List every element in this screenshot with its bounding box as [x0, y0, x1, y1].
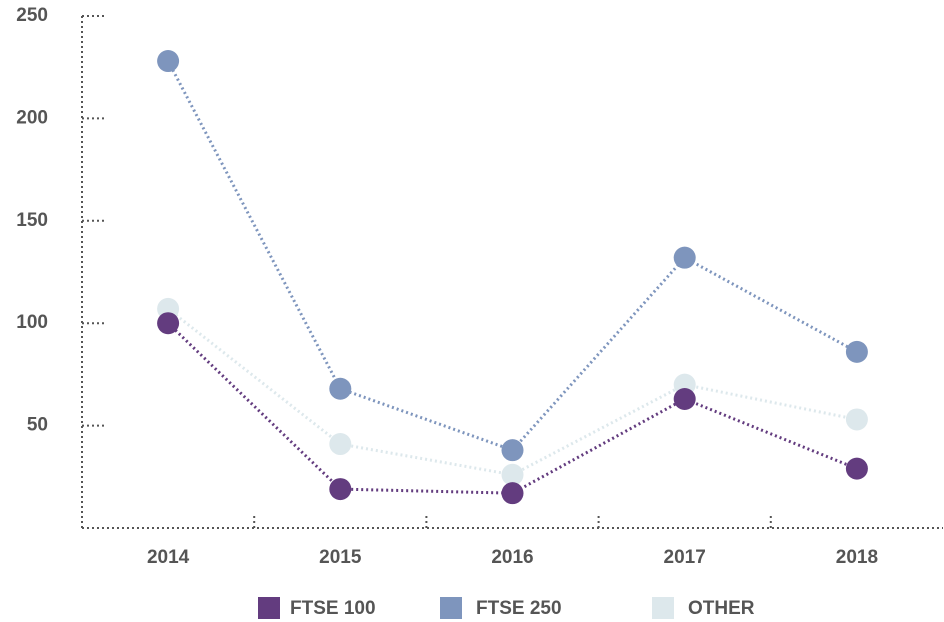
x-tick-label: 2015	[319, 547, 362, 568]
data-point	[329, 478, 352, 501]
legend-swatch	[652, 597, 674, 619]
legend-label: OTHER	[688, 598, 755, 619]
data-point	[673, 387, 696, 410]
data-point	[501, 439, 524, 462]
series-line	[167, 307, 858, 477]
data-point	[329, 377, 352, 400]
data-point	[501, 482, 524, 505]
data-point	[501, 463, 524, 486]
legend-swatch	[440, 597, 462, 619]
data-point	[157, 50, 180, 73]
x-tick-label: 2017	[664, 547, 706, 568]
y-tick-label: 250	[16, 5, 48, 26]
legend-label: FTSE 100	[290, 598, 376, 619]
data-point	[157, 312, 180, 335]
y-tick-label: 100	[16, 312, 48, 333]
legend-label: FTSE 250	[476, 598, 562, 619]
legend-swatch	[258, 597, 280, 619]
y-tick-label: 50	[27, 415, 48, 436]
y-tick-label: 150	[16, 210, 48, 231]
data-point	[845, 340, 868, 363]
y-tick-label: 200	[16, 107, 48, 128]
x-tick-label: 2018	[836, 547, 878, 568]
x-tick-label: 2016	[491, 547, 533, 568]
data-point	[845, 408, 868, 431]
data-point	[673, 246, 696, 269]
x-tick-label: 2014	[147, 547, 190, 568]
data-point	[329, 433, 352, 456]
data-point	[845, 457, 868, 480]
series-line	[166, 60, 858, 452]
